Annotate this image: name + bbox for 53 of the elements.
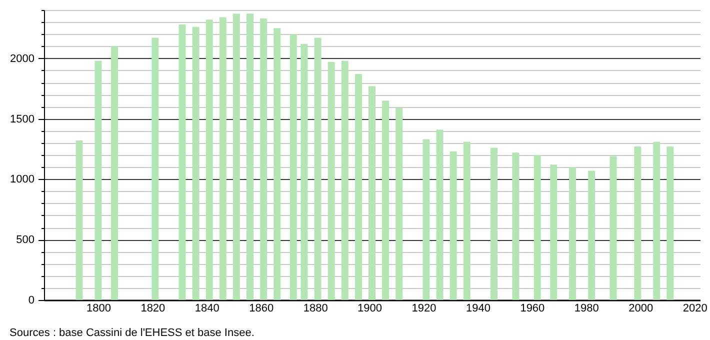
bar: [178, 24, 186, 300]
bar: [490, 148, 498, 300]
x-tick-label: 1980: [574, 302, 599, 314]
bar: [569, 167, 576, 300]
bar: [290, 34, 297, 300]
bar: [354, 74, 362, 300]
bar: [152, 38, 159, 300]
bar: [534, 155, 541, 300]
x-tick-label: 1800: [86, 302, 111, 314]
x-tick-label: 1860: [249, 302, 274, 314]
bar: [396, 108, 403, 300]
x-tick-label: 1880: [303, 302, 328, 314]
x-tick-label: 1840: [194, 302, 220, 314]
x-tick-label: 2020: [682, 302, 708, 314]
bar: [610, 156, 617, 300]
bar: [450, 151, 457, 300]
bar: [246, 14, 254, 300]
y-tick-label: 1000: [10, 174, 34, 186]
bar: [341, 60, 348, 300]
bar: [260, 18, 268, 300]
x-tick-label: 1900: [358, 302, 382, 314]
bar: [588, 170, 596, 300]
bar: [653, 142, 660, 300]
bar: [314, 38, 322, 300]
x-tick-label: 2000: [628, 302, 654, 314]
y-tick-label: 1500: [10, 113, 34, 126]
bar: [76, 140, 83, 300]
bar: [219, 17, 226, 300]
bar: [550, 164, 558, 300]
bar: [382, 100, 390, 300]
y-tick-label: 0: [28, 294, 34, 306]
bar: [206, 20, 213, 300]
bar: [300, 44, 308, 300]
bar: [232, 14, 240, 300]
bar: [274, 28, 281, 300]
bar: [422, 139, 430, 300]
x-tick-label: 1820: [140, 302, 166, 314]
y-tick-label: 500: [16, 234, 34, 246]
bar: [94, 60, 102, 300]
bar: [666, 146, 674, 300]
bar: [436, 130, 444, 300]
bar: [463, 142, 470, 300]
bar: [192, 26, 200, 300]
x-tick-label: 1920: [412, 302, 436, 314]
x-tick-label: 1960: [520, 302, 545, 314]
x-tick-label: 1940: [466, 302, 490, 314]
bar: [368, 86, 376, 300]
bar: [110, 46, 118, 300]
source-note: Sources : base Cassini de l'EHESS et base Insee.: [10, 327, 254, 339]
bar: [328, 62, 335, 300]
bar: [634, 146, 642, 300]
y-tick-label: 2000: [10, 52, 34, 65]
bar: [512, 152, 520, 300]
